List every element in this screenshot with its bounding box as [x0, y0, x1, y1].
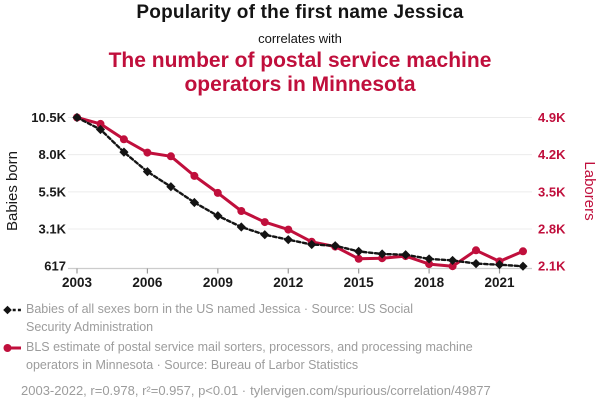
legend-line: operators in Minnesota · Source: Bureau …: [26, 357, 359, 372]
left-axis-tick-label: 5.5K: [39, 184, 67, 199]
black-diamond-dashed-icon: [3, 305, 21, 315]
chart-title: Popularity of the first name Jessica: [136, 2, 464, 23]
data-point-marker: [189, 197, 199, 208]
x-axis-tick-label: 2021: [484, 275, 515, 290]
data-point-marker: [190, 171, 199, 180]
right-axis-tick-label: 4.9K: [538, 110, 566, 125]
x-axis-tick-label: 2003: [62, 275, 93, 290]
data-point-marker: [72, 112, 82, 123]
legend-item-jessica: Babies of all sexes born in the US named…: [3, 301, 413, 336]
right-axis-tick-label: 3.5K: [538, 184, 566, 199]
x-axis-tick-label: 2009: [203, 275, 233, 290]
legend-label-jessica: Babies of all sexes born in the US named…: [26, 301, 413, 336]
data-point-marker: [472, 246, 480, 255]
data-point-marker: [330, 241, 340, 251]
data-point-marker: [518, 261, 528, 271]
x-axis-tick-label: 2015: [344, 275, 375, 290]
data-point-marker: [425, 260, 434, 269]
legend-label-laborers: BLS estimate of postal service mail sort…: [26, 339, 473, 374]
footer: 2003-2022, r=0.978, r²=0.957, p<0.01 · ty…: [21, 383, 491, 398]
data-point-marker: [378, 254, 387, 263]
data-point-marker: [424, 254, 434, 264]
data-point-marker: [213, 188, 222, 197]
x-axis-tick-label: 2006: [132, 275, 163, 290]
red-circle-solid-icon: [3, 344, 21, 352]
right-axis-tick-label: 2.8K: [538, 222, 566, 237]
left-axis-tick-label: 8.0K: [39, 147, 67, 162]
data-point-marker: [142, 167, 153, 177]
chart-subtitle: The number of postal service machine ope…: [108, 49, 492, 96]
data-point-marker: [448, 262, 457, 271]
data-point-marker: [471, 258, 481, 269]
data-point-marker: [495, 257, 504, 266]
data-point-marker: [519, 247, 527, 256]
x-axis-tick-label: 2018: [414, 275, 445, 290]
data-point-marker: [95, 124, 106, 135]
legend-item-laborers: BLS estimate of postal service mail sort…: [3, 339, 473, 374]
data-point-marker: [401, 250, 411, 260]
data-point-marker: [354, 254, 363, 263]
data-point-marker: [494, 260, 505, 270]
data-point-marker: [284, 225, 293, 234]
data-point-marker: [166, 152, 175, 161]
data-point-marker: [213, 211, 223, 221]
correlates-with-text: correlates with: [258, 31, 342, 46]
data-point-marker: [354, 246, 364, 257]
legend-line: Security Administration: [26, 319, 154, 334]
data-point-marker: [307, 239, 317, 250]
left-axis-tick-label: 3.1K: [39, 222, 67, 237]
data-point-marker: [236, 222, 246, 232]
data-point-marker: [331, 242, 340, 251]
data-point-marker: [96, 119, 105, 128]
right-axis-tick-label: 2.1K: [538, 259, 566, 274]
right-axis-tick-label: 4.2K: [538, 147, 566, 162]
data-point-marker: [307, 237, 316, 246]
data-point-marker: [283, 235, 293, 245]
data-point-marker: [237, 207, 246, 215]
data-point-marker: [260, 218, 269, 227]
left-axis-tick-label: 617: [44, 259, 66, 274]
data-point-marker: [260, 230, 270, 240]
series-line-right: [75, 116, 525, 268]
data-point-marker: [119, 135, 128, 144]
data-point-marker: [377, 249, 387, 259]
data-point-marker: [447, 255, 458, 266]
data-point-marker: [73, 113, 81, 122]
data-point-marker: [143, 148, 152, 157]
correlation-stats: 2003-2022, r=0.978, r²=0.957, p<0.01 ·: [21, 383, 247, 398]
left-axis-tick-label: 10.5K: [31, 110, 66, 125]
series-line-left: [75, 116, 525, 268]
source-link[interactable]: tylervigen.com/spurious/correlation/4987…: [250, 383, 491, 398]
legend-line: BLS estimate of postal service mail sort…: [26, 340, 473, 354]
data-point-marker: [119, 147, 129, 157]
data-point-marker: [166, 182, 176, 192]
data-point-marker: [401, 252, 410, 261]
left-axis-title: Babies born: [4, 151, 21, 231]
x-axis-tick-label: 2012: [273, 275, 303, 290]
legend-line: Babies of all sexes born in the US named…: [26, 302, 413, 316]
right-axis-title: Laborers: [581, 161, 598, 220]
